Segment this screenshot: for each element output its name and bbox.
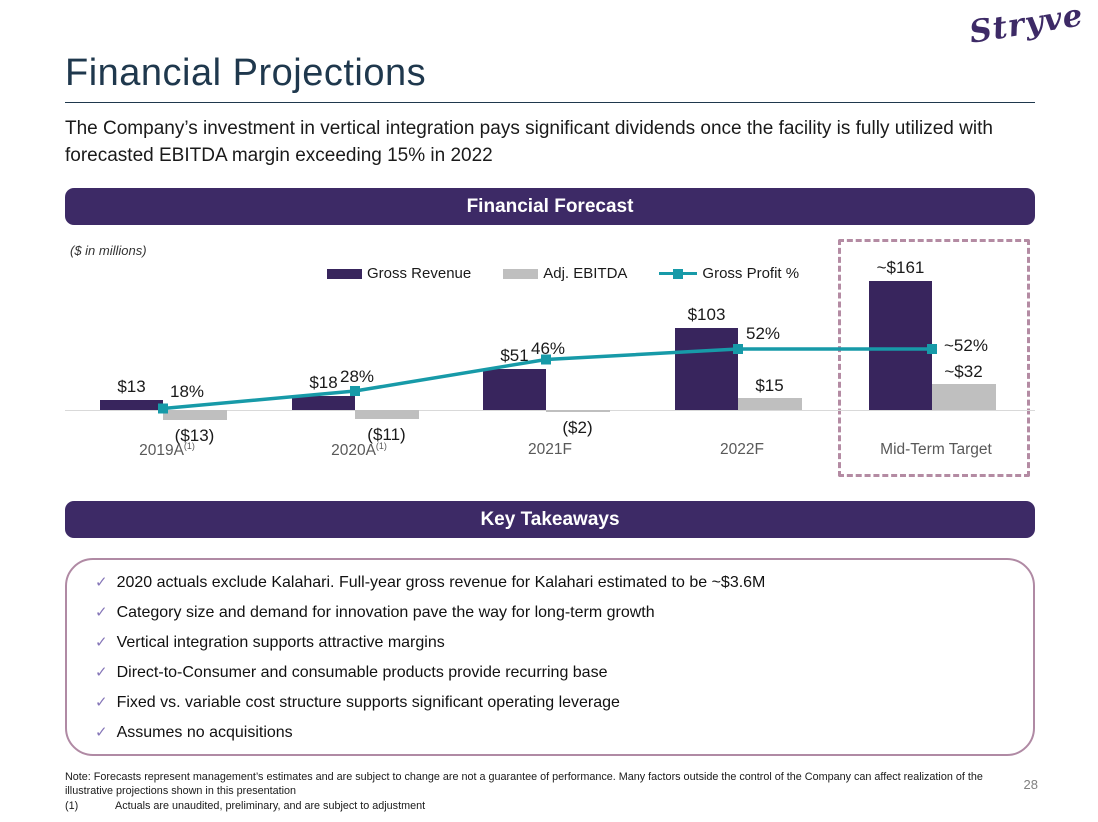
footnote: (1) Actuals are unaudited, preliminary, …	[65, 799, 990, 813]
adj-ebitda-swatch	[503, 268, 539, 279]
gross-profit-label: 28%	[340, 367, 375, 386]
check-icon: ✓	[95, 664, 108, 681]
takeaway-item: ✓ Direct-to-Consumer and consumable produ…	[95, 663, 1005, 693]
gross-revenue-label: $18	[309, 372, 338, 392]
takeaway-item: ✓ Fixed vs. variable cost structure suppo…	[95, 693, 1005, 723]
footnote-marker: (1)	[65, 799, 79, 812]
page-title: Financial Projections	[65, 52, 427, 94]
financial-forecast-banner: Financial Forecast	[65, 188, 1035, 225]
gross-revenue-swatch	[327, 268, 362, 279]
check-icon: ✓	[95, 604, 108, 621]
gross-revenue-bar	[675, 327, 738, 410]
takeaway-item: ✓ Category size and demand for innovation…	[95, 603, 1005, 633]
adj-ebitda-label: ($13)	[174, 426, 215, 446]
legend-gross-revenue: Gross Revenue	[327, 265, 471, 282]
gross-profit-marker	[350, 386, 360, 396]
adj-ebitda-bar	[355, 410, 419, 419]
gross-revenue-label: ~$161	[876, 258, 925, 278]
adj-ebitda-label: ~$32	[944, 362, 983, 382]
legend-label: Gross Profit %	[702, 265, 800, 282]
legend-label: Gross Revenue	[367, 265, 472, 282]
gross-profit-label: 46%	[531, 338, 566, 358]
footnote-text: Actuals are unaudited, preliminary, and …	[115, 799, 426, 812]
check-icon: ✓	[95, 574, 108, 591]
page-number: 28	[1023, 777, 1038, 792]
gross-revenue-bar	[869, 281, 932, 410]
note-text: Note: Forecasts represent management’s e…	[65, 771, 983, 798]
legend-gross-profit: Gross Profit %	[659, 265, 799, 282]
takeaway-text: 2020 actuals exclude Kalahari. Full-year…	[116, 574, 766, 591]
adj-ebitda-bar	[163, 410, 227, 421]
adj-ebitda-bar	[546, 410, 610, 412]
x-axis-label: 2020A(1)	[331, 441, 387, 460]
legend-adj-ebitda: Adj. EBITDA	[503, 265, 627, 282]
adj-ebitda-label: ($2)	[562, 418, 593, 437]
takeaway-text: Vertical integration supports attractive…	[116, 634, 445, 651]
financial-forecast-chart: ($ in millions) Gross Revenue Adj. EBITDA…	[65, 235, 1035, 483]
x-axis-label: Mid-Term Target	[880, 441, 992, 458]
key-takeaways-box: ✓ 2020 actuals exclude Kalahari. Full-yea…	[65, 558, 1035, 756]
x-axis-label: 2021F	[528, 441, 572, 458]
adj-ebitda-bar	[738, 398, 802, 410]
check-icon: ✓	[95, 694, 108, 711]
takeaway-text: Direct-to-Consumer and consumable produc…	[116, 664, 608, 681]
units-label: ($ in millions)	[70, 243, 147, 258]
legend-label: Adj. EBITDA	[543, 265, 628, 282]
x-axis-label: 2022F	[720, 441, 764, 458]
gross-revenue-bar	[100, 399, 163, 410]
gross-revenue-label: $103	[687, 304, 726, 324]
chart-legend: Gross Revenue Adj. EBITDA Gross Profit %	[327, 265, 799, 282]
page-subtitle: The Company’s investment in vertical int…	[65, 118, 993, 166]
footer-note: Note: Forecasts represent management’s e…	[65, 770, 990, 813]
gross-revenue-bar	[483, 369, 546, 410]
key-takeaways-banner: Key Takeaways	[65, 501, 1035, 538]
gross-profit-label: 52%	[746, 324, 781, 343]
takeaway-item: ✓ Assumes no acquisitions	[95, 723, 1005, 753]
x-axis-footnote: (1)	[375, 441, 387, 451]
check-icon: ✓	[95, 634, 108, 651]
takeaway-text: Assumes no acquisitions	[116, 724, 293, 741]
gross-revenue-label: $13	[117, 376, 146, 396]
gross-revenue-bar	[292, 395, 355, 410]
adj-ebitda-label: $15	[755, 376, 784, 395]
adj-ebitda-bar	[932, 384, 996, 410]
adj-ebitda-label: ($11)	[367, 424, 406, 444]
takeaway-item: ✓ Vertical integration supports attractiv…	[95, 633, 1005, 663]
takeaway-item: ✓ 2020 actuals exclude Kalahari. Full-yea…	[95, 573, 1005, 603]
gross-profit-label: 18%	[170, 381, 205, 401]
stryve-logo: Stryve	[967, 0, 1087, 51]
gross-profit-swatch	[659, 268, 698, 279]
gross-revenue-label: $51	[500, 346, 529, 366]
takeaway-text: Fixed vs. variable cost structure suppor…	[116, 694, 620, 711]
title-underline	[65, 102, 1035, 103]
x-axis-label: 2019A(1)	[139, 441, 195, 460]
gross-profit-label: ~52%	[944, 336, 988, 355]
takeaway-text: Category size and demand for innovation …	[116, 604, 655, 621]
check-icon: ✓	[95, 724, 108, 741]
x-axis-footnote: (1)	[183, 441, 195, 451]
